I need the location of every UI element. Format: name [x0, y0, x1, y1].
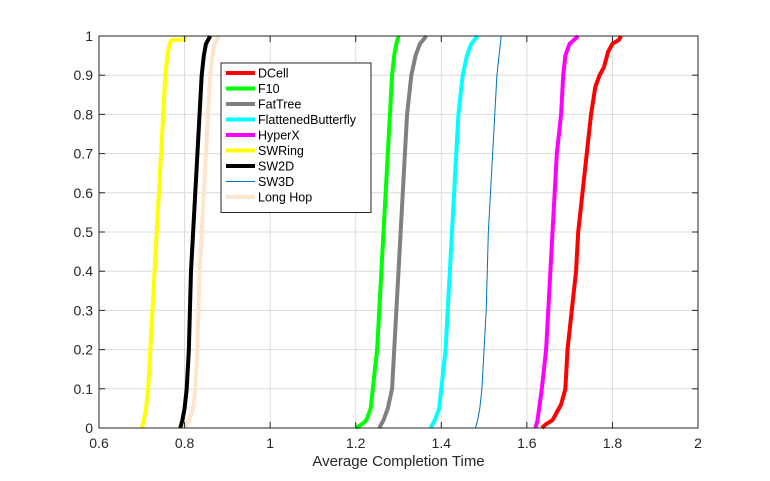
series-line-swring	[139, 36, 187, 429]
y-tick-label: 0.6	[74, 185, 94, 201]
y-tick-label: 0	[85, 420, 93, 436]
legend-label: HyperX	[258, 129, 300, 143]
legend-label: Long Hop	[258, 191, 312, 205]
x-tick-label: 1.2	[346, 435, 366, 451]
legend-label: SW2D	[258, 160, 294, 174]
series-line-fattree	[377, 34, 428, 429]
series-lines	[139, 34, 623, 430]
x-tick-label: 1	[266, 435, 274, 451]
legend: DCellF10FatTreeFlattenedButterflyHyperXS…	[220, 62, 372, 213]
x-tick-label: 0.8	[175, 435, 195, 451]
y-tick-label: 0.1	[74, 381, 94, 397]
series-line-f10	[354, 35, 401, 430]
x-tick-label: 1.6	[517, 435, 537, 451]
x-tick-label: 1.4	[432, 435, 452, 451]
axis-ticks: 0.6 0.8 1 1.2 1.4 1.6 1.8 2 0 0.1 0.2 0.3 0.4 0.5 0.6 0…	[74, 28, 703, 451]
legend-label: DCell	[258, 67, 289, 81]
y-tick-label: 0.4	[74, 263, 94, 279]
legend-label: SWRing	[258, 144, 304, 158]
y-tick-label: 0.7	[74, 146, 94, 162]
x-axis-title: Average Completion Time	[312, 453, 484, 470]
x-tick-label: 2	[694, 435, 702, 451]
y-tick-label: 0.8	[74, 106, 94, 122]
legend-label: SW3D	[258, 175, 294, 189]
y-tick-label: 0.2	[74, 342, 94, 358]
x-tick-label: 1.8	[603, 435, 623, 451]
y-tick-label: 0.5	[74, 224, 94, 240]
series-line-hyperx	[533, 34, 580, 429]
series-line-dcell	[540, 35, 623, 430]
legend-label: FlattenedButterfly	[258, 113, 357, 127]
legend-box	[220, 62, 372, 213]
legend-label: FatTree	[258, 98, 301, 112]
y-tick-label: 0.9	[74, 67, 94, 83]
x-tick-label: 0.6	[89, 435, 109, 451]
y-tick-label: 1	[85, 28, 93, 44]
series-line-long-hop	[182, 35, 221, 429]
series-line-sw3d	[475, 35, 502, 429]
y-tick-label: 0.3	[74, 302, 94, 318]
legend-label: F10	[258, 82, 280, 96]
series-line-sw2d	[178, 35, 212, 429]
series-line-flattenedbutterfly	[428, 34, 480, 429]
